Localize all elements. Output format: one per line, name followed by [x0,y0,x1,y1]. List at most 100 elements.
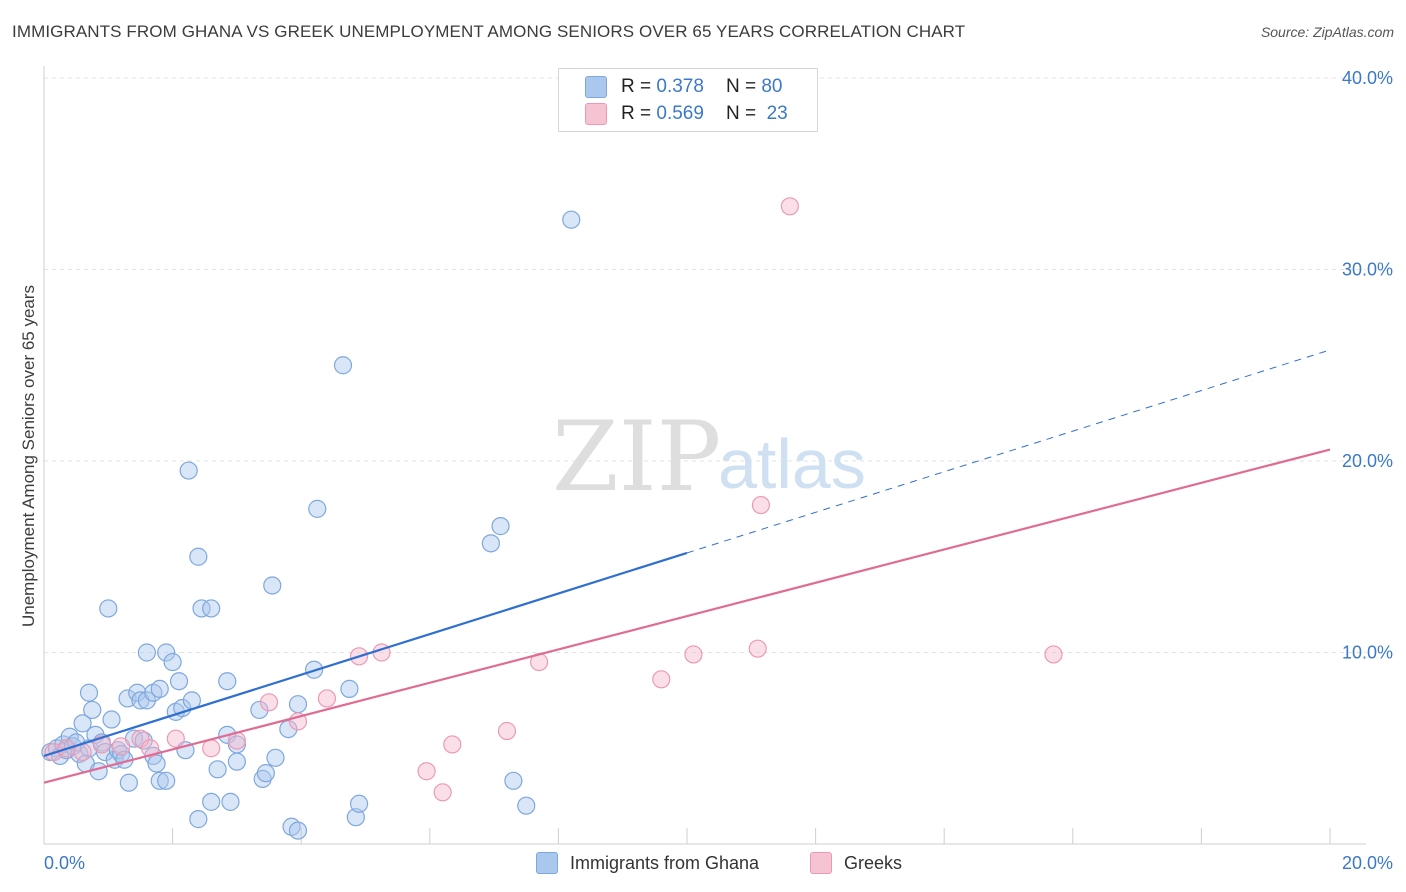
point-ghana [250,700,269,720]
point-greeks [751,495,771,515]
n-label: N = [725,103,757,124]
r-label: R = [621,103,652,124]
point-ghana [208,760,227,779]
point-ghana [279,719,298,739]
n-value: 23 [766,103,788,124]
point-ghana [150,679,169,698]
point-ghana [517,796,536,815]
point-greeks [112,737,131,756]
tick-labels: 10.0% 20.0% 30.0% 40.0% 0.0% 20.0% [44,68,1393,873]
watermark-zip: ZIP [552,401,721,513]
legend-swatch-ghana [536,852,558,874]
point-ghana [308,499,327,518]
point-ghana [340,679,359,698]
watermark: ZIP atlas [552,401,866,513]
point-ghana [99,599,118,618]
r-value: 0.378 [656,76,704,97]
point-ghana [179,461,198,480]
legend-label-ghana: Immigrants from Ghana [570,852,760,873]
r-label: R = [621,76,652,97]
trendline-ghana [686,349,1331,554]
trendline-greeks [43,448,1331,784]
point-greeks [202,739,221,758]
point-ghana [333,356,353,375]
point-ghana [562,210,581,229]
legend-row-greeks: R = 0.569 N = 23 [585,102,788,126]
point-ghana [491,517,510,536]
point-ghana [253,769,272,788]
point-ghana [163,652,182,672]
point-greeks [92,735,111,754]
point-ghana [79,683,99,702]
point-greeks [684,645,703,664]
point-greeks [140,739,160,758]
point-greeks [780,197,799,216]
chart-title: IMMIGRANTS FROM GHANA VS GREEK UNEMPLOYM… [12,22,966,41]
point-greeks [748,639,767,658]
correlation-legend: R = 0.378 N = 80 R = 0.569 N = 23 [558,68,818,132]
point-ghana [137,643,156,662]
point-ghana [73,714,92,733]
point-ghana [119,773,138,792]
n-label: N = [725,76,757,97]
point-ghana [227,752,246,771]
legend-swatch-greeks [810,852,832,874]
y-axis-label: Unemployment Among Seniors over 65 years [19,285,38,627]
point-greeks [131,729,150,748]
point-ghana [169,672,189,691]
point-greeks [652,670,671,689]
point-ghana [263,576,282,595]
point-ghana [189,810,208,829]
axes [43,66,1366,845]
point-greeks [1044,645,1063,664]
point-ghana [157,771,176,790]
point-greeks [259,693,279,712]
point-greeks [443,735,462,754]
point-ghana [221,792,240,811]
point-ghana [189,547,208,566]
point-greeks [433,783,452,802]
x-tick-label: 0.0% [44,853,85,873]
point-ghana [202,599,221,618]
point-ghana [202,792,221,811]
legend-item-ghana[interactable]: Immigrants from Ghana [536,852,759,874]
series-legend: Immigrants from Ghana Greeks [0,852,1406,878]
legend-swatch-ghana [585,76,607,98]
n-value: 80 [761,76,783,97]
source-label: Source: ZipAtlas.com [1260,24,1394,40]
point-greeks [166,729,185,748]
legend-label-greeks: Greeks [844,852,903,873]
point-ghana [150,771,169,790]
y-tick-label: 20.0% [1342,451,1393,471]
trendline-ghana [43,551,688,757]
grid [44,77,1366,653]
point-ghana [157,643,176,662]
point-ghana [349,794,369,813]
point-ghana [102,710,121,729]
watermark-atlas: atlas [718,425,866,503]
point-ghana [288,821,308,840]
point-ghana [481,534,500,553]
point-greeks [497,721,517,741]
point-ghana [504,771,523,790]
y-tick-label: 10.0% [1342,643,1393,663]
legend-row-ghana: R = 0.378 N = 80 [585,75,782,99]
x-tick-label: 20.0% [1342,853,1393,873]
point-ghana [346,808,365,827]
legend-swatch-greeks [585,103,607,125]
point-ghana [83,700,102,720]
y-tick-label: 40.0% [1342,68,1393,88]
point-ghana [288,695,308,714]
point-ghana [256,764,275,783]
point-ghana [266,748,285,767]
point-greeks [417,762,436,781]
point-greeks [317,689,337,708]
y-tick-label: 30.0% [1342,260,1393,280]
point-ghana [192,599,211,618]
point-ghana [218,672,237,691]
point-ghana [173,698,192,718]
legend-item-greeks[interactable]: Greeks [810,852,902,874]
r-value: 0.569 [656,103,704,124]
trendlines [43,349,1331,784]
